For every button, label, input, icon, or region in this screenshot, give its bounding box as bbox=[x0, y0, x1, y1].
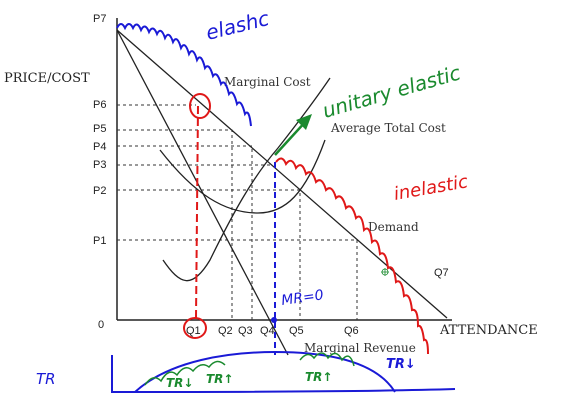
tr-label: TR bbox=[36, 370, 56, 388]
tr-up-2: TR↑ bbox=[305, 370, 332, 384]
tick-q6: Q6 bbox=[344, 325, 359, 337]
inelastic-annotation: inelastic bbox=[392, 171, 469, 205]
mr-zero-point bbox=[271, 317, 277, 323]
tick-p4: P4 bbox=[93, 141, 106, 153]
tick-p6: P6 bbox=[93, 99, 106, 111]
average-total-cost-curve bbox=[160, 140, 325, 213]
origin-label: 0 bbox=[98, 319, 104, 331]
tick-q2: Q2 bbox=[218, 325, 233, 337]
tick-p1: P1 bbox=[93, 235, 106, 247]
tick-q7: Q7 bbox=[434, 267, 449, 279]
x-axis-label: ATTENDANCE bbox=[439, 323, 538, 338]
tick-p3: P3 bbox=[93, 159, 106, 171]
tick-q5: Q5 bbox=[289, 325, 304, 337]
guide-p5 bbox=[117, 130, 232, 320]
tr-up-1: TR↑ bbox=[206, 372, 233, 386]
demand-curve bbox=[117, 30, 447, 318]
tick-p2: P2 bbox=[93, 185, 106, 197]
marginal-cost-curve bbox=[163, 78, 330, 281]
y-axis-label: PRICE/COST bbox=[4, 71, 90, 86]
tr-down-right: TR↓ bbox=[386, 357, 416, 372]
tick-p7: P7 bbox=[93, 13, 106, 25]
tick-p5: P5 bbox=[93, 123, 106, 135]
guide-p1 bbox=[117, 240, 357, 320]
guide-p2 bbox=[117, 190, 300, 320]
average-total-cost-label: Average Total Cost bbox=[330, 121, 446, 135]
marginal-cost-label: Marginal Cost bbox=[224, 75, 311, 89]
tick-q3: Q3 bbox=[238, 325, 253, 337]
p6-marker bbox=[190, 94, 210, 118]
q1-dashed bbox=[196, 106, 198, 318]
tr-down-left: TR↓ bbox=[166, 376, 193, 390]
demand-label: Demand bbox=[368, 220, 419, 234]
unitary-elastic-annotation: unitary elastic bbox=[320, 60, 463, 122]
mr-zero-annotation: MR=0 bbox=[280, 287, 324, 309]
elastic-annotation: elashc bbox=[203, 6, 271, 45]
